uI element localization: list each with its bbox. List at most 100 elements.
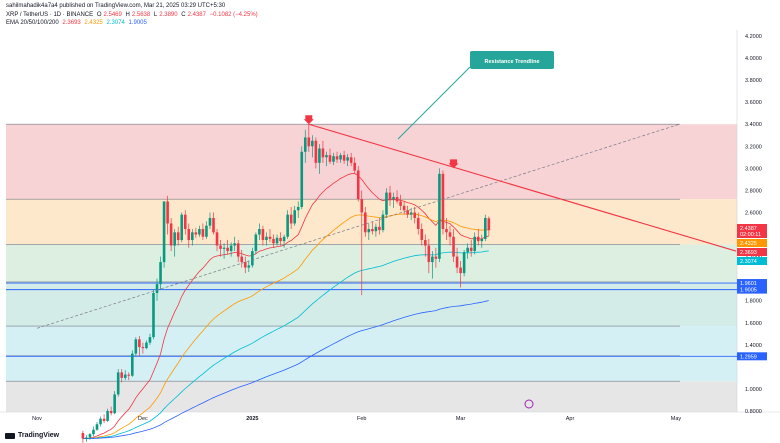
candle-body[interactable]: [452, 236, 455, 257]
candle-body[interactable]: [268, 236, 272, 239]
resistance-trendline[interactable]: [308, 123, 737, 252]
candle-body[interactable]: [99, 418, 102, 425]
candle-body[interactable]: [155, 284, 159, 293]
callout-box[interactable]: [470, 51, 554, 69]
candle-body[interactable]: [346, 157, 349, 161]
candle-body[interactable]: [215, 232, 219, 246]
candle-body[interactable]: [127, 374, 131, 376]
candle-body[interactable]: [138, 339, 141, 348]
candle-body[interactable]: [222, 247, 226, 249]
event-icon[interactable]: [524, 399, 534, 409]
candle-body[interactable]: [88, 434, 92, 438]
candle-body[interactable]: [416, 217, 420, 230]
candle-body[interactable]: [85, 437, 88, 439]
candle-body[interactable]: [339, 155, 342, 160]
candle-body[interactable]: [159, 262, 162, 285]
candle-body[interactable]: [487, 218, 491, 231]
candle-body[interactable]: [409, 212, 413, 215]
candle-body[interactable]: [300, 151, 304, 207]
candle-body[interactable]: [431, 256, 434, 263]
candle-body[interactable]: [194, 232, 198, 235]
time-axis[interactable]: Nov Dec 2025 Feb Mar Apr May: [32, 416, 681, 422]
symbol-title[interactable]: XRP / TetherUS · 1D · BINANCE: [6, 12, 94, 18]
candle-body[interactable]: [399, 201, 402, 206]
candle-body[interactable]: [109, 411, 113, 414]
candle-body[interactable]: [226, 247, 229, 252]
candle-body[interactable]: [247, 265, 251, 268]
candle-body[interactable]: [233, 243, 236, 246]
candle-body[interactable]: [459, 267, 462, 274]
candle-body[interactable]: [374, 226, 378, 232]
candle-body[interactable]: [349, 157, 353, 163]
candle-body[interactable]: [473, 236, 477, 252]
candle-body[interactable]: [123, 374, 127, 378]
candle-body[interactable]: [145, 342, 148, 349]
candle-body[interactable]: [166, 201, 169, 224]
candle-body[interactable]: [325, 155, 328, 158]
candle-body[interactable]: [424, 240, 427, 246]
candle-body[interactable]: [371, 229, 374, 232]
candle-body[interactable]: [187, 229, 191, 241]
candle-body[interactable]: [318, 148, 321, 163]
tradingview-logo[interactable]: TradingView: [5, 432, 59, 439]
candle-body[interactable]: [342, 155, 346, 161]
candle-body[interactable]: [272, 238, 275, 244]
ema-legend-label[interactable]: EMA 20/50/100/200: [6, 20, 59, 26]
candle-body[interactable]: [243, 262, 247, 268]
candle-body[interactable]: [448, 232, 452, 237]
candle-body[interactable]: [116, 372, 120, 395]
candle-body[interactable]: [455, 256, 459, 268]
candle-body[interactable]: [328, 155, 332, 162]
candle-body[interactable]: [92, 429, 95, 435]
candle-body[interactable]: [113, 394, 116, 414]
candle-body[interactable]: [106, 411, 109, 421]
candle-body[interactable]: [476, 236, 480, 242]
candle-body[interactable]: [462, 252, 466, 274]
candle-body[interactable]: [356, 170, 360, 200]
candle-body[interactable]: [311, 140, 314, 147]
candle-body[interactable]: [198, 229, 201, 235]
candle-body[interactable]: [180, 214, 184, 241]
candle-body[interactable]: [279, 237, 282, 242]
candle-body[interactable]: [205, 225, 208, 237]
candle-body[interactable]: [469, 247, 473, 252]
candle-body[interactable]: [152, 292, 155, 338]
candle-body[interactable]: [131, 353, 134, 376]
candle-body[interactable]: [445, 229, 448, 233]
candle-body[interactable]: [321, 148, 325, 158]
candle-body[interactable]: [261, 229, 265, 241]
price-axis[interactable]: 4.2000 4.0000 3.8000 3.6000 3.4000 3.2000 3.00…: [737, 34, 767, 415]
candle-body[interactable]: [219, 245, 222, 249]
candle-body[interactable]: [293, 210, 296, 224]
candle-body[interactable]: [134, 339, 138, 354]
candle-body[interactable]: [360, 199, 364, 213]
candle-body[interactable]: [265, 236, 268, 241]
candle-body[interactable]: [381, 214, 385, 231]
candle-body[interactable]: [201, 229, 205, 237]
candle-body[interactable]: [406, 210, 409, 215]
candle-body[interactable]: [314, 140, 318, 163]
candle-body[interactable]: [208, 217, 212, 226]
candle-body[interactable]: [289, 214, 293, 224]
candle-body[interactable]: [81, 433, 85, 439]
candle-body[interactable]: [254, 234, 258, 252]
candle-body[interactable]: [413, 212, 417, 218]
candle-body[interactable]: [402, 205, 406, 211]
candle-body[interactable]: [385, 192, 388, 215]
candle-body[interactable]: [392, 197, 395, 200]
candle-body[interactable]: [307, 137, 311, 147]
candle-body[interactable]: [367, 229, 371, 233]
candle-body[interactable]: [102, 418, 106, 421]
candle-body[interactable]: [286, 214, 289, 237]
candle-body[interactable]: [120, 372, 124, 378]
candle-body[interactable]: [480, 238, 484, 242]
candle-body[interactable]: [236, 243, 240, 257]
candle-body[interactable]: [229, 245, 233, 252]
candle-body[interactable]: [332, 156, 335, 162]
candle-body[interactable]: [438, 173, 441, 259]
candle-body[interactable]: [388, 192, 392, 200]
candle-body[interactable]: [303, 137, 307, 152]
candle-body[interactable]: [191, 232, 194, 241]
candle-body[interactable]: [353, 162, 356, 171]
